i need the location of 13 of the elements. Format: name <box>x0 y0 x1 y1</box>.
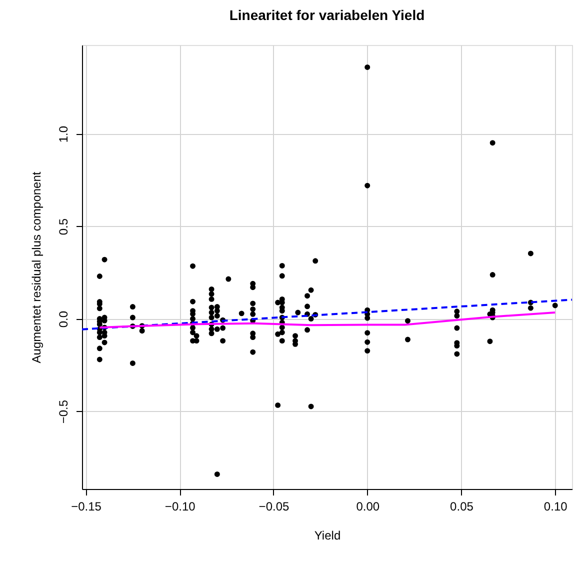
y-tick-label: 0.0 <box>56 310 70 328</box>
x-tick-label: 0.05 <box>450 500 474 514</box>
x-tick-label: −0.05 <box>258 500 290 514</box>
y-tick-label: 0.5 <box>56 218 70 236</box>
x-tick-label: −0.15 <box>71 500 102 514</box>
y-axis-title: Augmentet residual plus component <box>30 171 44 364</box>
x-axis-title: Yield <box>314 528 341 542</box>
x-tick-label: 0.10 <box>544 500 568 514</box>
chart-title: Linearitet for variabelen Yield <box>229 7 425 23</box>
x-tick-label: 0.00 <box>356 500 380 514</box>
x-tick-label: −0.10 <box>164 500 196 514</box>
y-tick-label: −0.5 <box>56 400 70 424</box>
y-tick-label: 1.0 <box>56 126 70 143</box>
